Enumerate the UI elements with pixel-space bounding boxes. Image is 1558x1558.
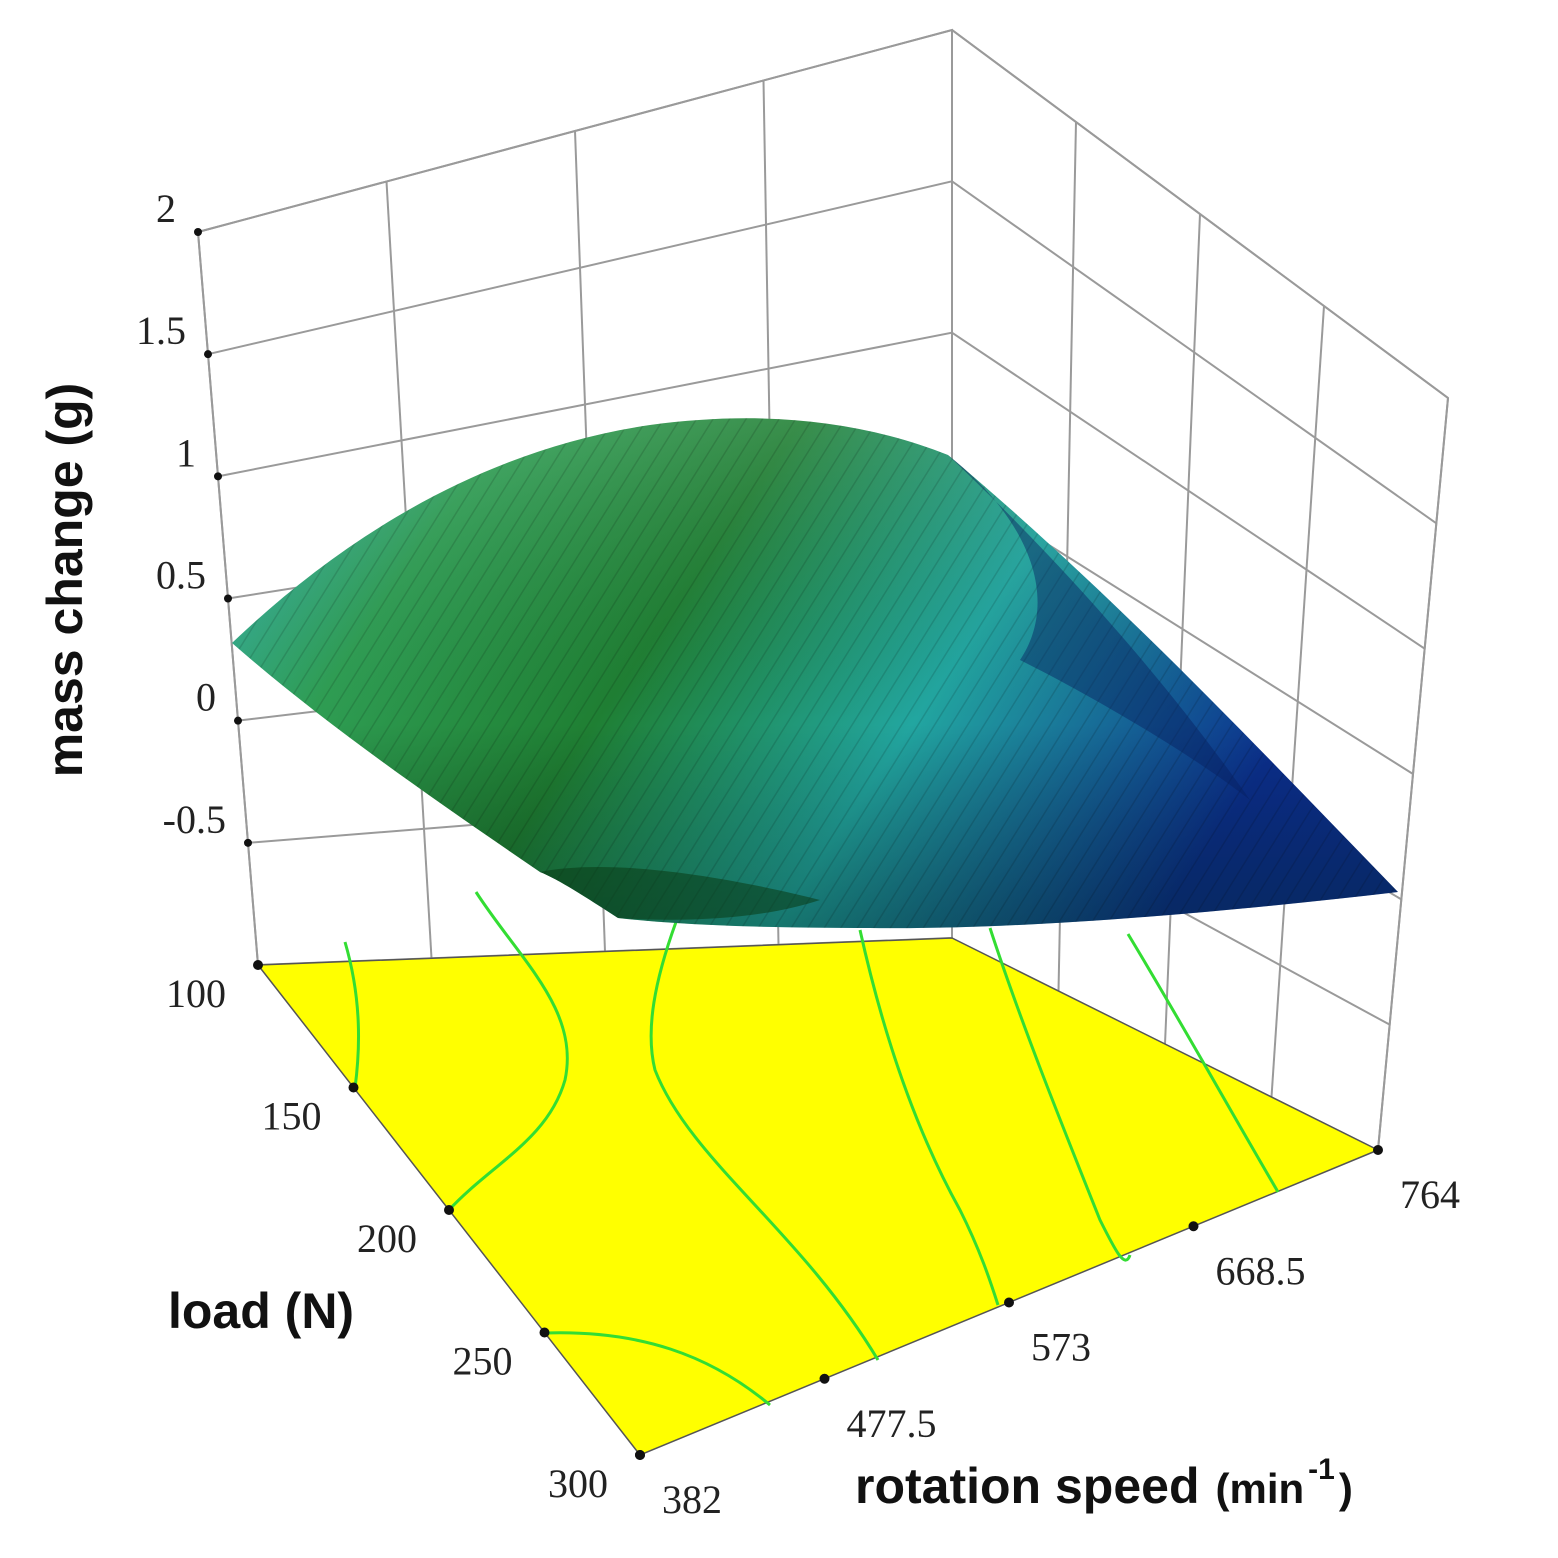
y-wall-gridline [1377,397,1449,1151]
z-axis-title: mass change (g) [37,383,93,778]
y-tick-mark [539,1327,550,1338]
floor-plane [256,937,1380,1456]
contour-line [544,1331,771,1407]
x-tick-mark [635,1450,645,1460]
contour-line [343,941,361,1089]
y-tick-label: 100 [166,971,226,1016]
z-tick-mark [224,594,232,603]
x-tick-label: 573 [1031,1325,1091,1370]
z-tick-mark [234,716,242,725]
x-tick-label: 764 [1400,1172,1460,1217]
x-tick-mark [1373,1145,1383,1155]
z-tick-label: 1 [176,430,196,475]
axis-ticks: -0.5 0 0.5 1 1.5 2 100 150 200 250 300 382 477.5 573 6… [136,186,1460,1522]
x-axis-title: rotation speed (min -1 ) [855,1453,1353,1514]
contour-line [858,929,1000,1306]
contour-line [1126,933,1280,1193]
y-axis-title: load (N) [168,1283,354,1339]
x-axis-title-close: ) [1339,1465,1353,1512]
x-axis-title-unit: (min [1215,1465,1304,1512]
z-tick-mark [214,472,222,481]
y-tick-label: 250 [453,1339,513,1384]
x-tick-label: 477.5 [847,1401,937,1446]
surface-mesh [232,418,1398,929]
surface-dark-lobe [540,867,820,920]
floor-contours [343,891,1280,1407]
y-tick-label: 200 [357,1216,417,1261]
x-tick-label: 382 [662,1477,722,1522]
response-surface [232,418,1398,929]
x-axis-title-sup: -1 [1308,1453,1335,1486]
surface-dark-blue [948,455,1250,800]
contour-line [649,921,880,1361]
contour-line [446,891,569,1213]
z-tick-label: 2 [156,186,176,231]
contour-line [988,927,1132,1262]
y-tick-mark [444,1205,454,1215]
x-tick-mark [1004,1297,1014,1308]
z-tick-mark [194,228,202,236]
x-tick-mark [1188,1221,1199,1232]
x-axis-title-main: rotation speed [855,1458,1199,1514]
y-tick-mark [253,960,263,970]
x-tick-mark [819,1373,830,1384]
z-tick-mark [204,350,212,359]
y-tick-mark [348,1082,359,1093]
y-tick-label: 150 [262,1094,322,1139]
z-tick-mark [244,838,252,847]
z-tick-label: 0 [196,675,216,720]
z-gridline [197,28,1449,399]
z-tick-label: -0.5 [163,797,226,842]
y-wall-gridline [1270,305,1325,1098]
x-tick-label: 668.5 [1216,1248,1306,1293]
z-tick-label: 1.5 [136,308,186,353]
y-tick-label: 300 [548,1461,608,1506]
z-tick-label: 0.5 [156,553,206,598]
